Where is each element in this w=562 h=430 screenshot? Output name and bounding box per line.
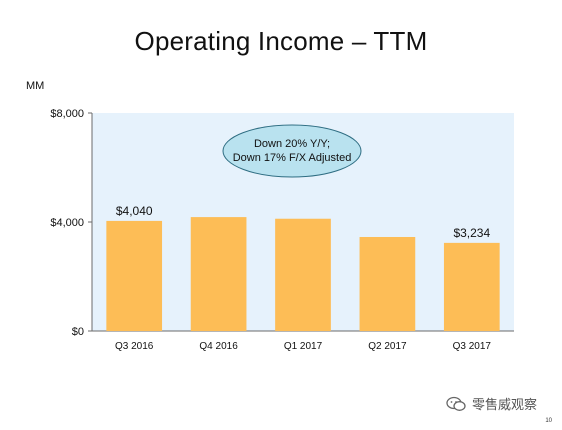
bar-q4-2016	[190, 217, 247, 331]
y-tick-label: $8,000	[50, 108, 84, 120]
y-tick-label: $0	[72, 326, 84, 338]
data-label: $4,040	[116, 204, 153, 218]
annotation-bubble	[222, 124, 362, 178]
annotation-line-2: Down 17% F/X Adjusted	[233, 152, 352, 164]
x-tick-label: Q3 2017	[453, 341, 492, 352]
data-label: $3,234	[453, 226, 490, 240]
x-tick-label: Q2 2017	[368, 341, 407, 352]
bar-q2-2017	[359, 236, 416, 331]
annotation-callout: Down 20% Y/Y; Down 17% F/X Adjusted	[222, 124, 362, 178]
x-tick-label: Q1 2017	[284, 341, 323, 352]
annotation-line-1: Down 20% Y/Y;	[254, 138, 330, 150]
x-tick-label: Q4 2016	[199, 341, 238, 352]
wechat-icon	[446, 396, 466, 412]
bar-q1-2017	[275, 218, 331, 331]
x-tick-label: Q3 2016	[115, 341, 154, 352]
unit-label: MM	[26, 80, 45, 92]
bar-q3-2016	[106, 220, 163, 331]
page-number: 10	[545, 418, 552, 424]
bar-q3-2017	[443, 242, 500, 331]
page-title: Operating Income – TTM	[134, 26, 428, 56]
watermark-text: 零售威观察	[472, 397, 538, 412]
watermark: 零售威观察	[446, 394, 537, 413]
y-tick-label: $4,000	[50, 217, 84, 229]
